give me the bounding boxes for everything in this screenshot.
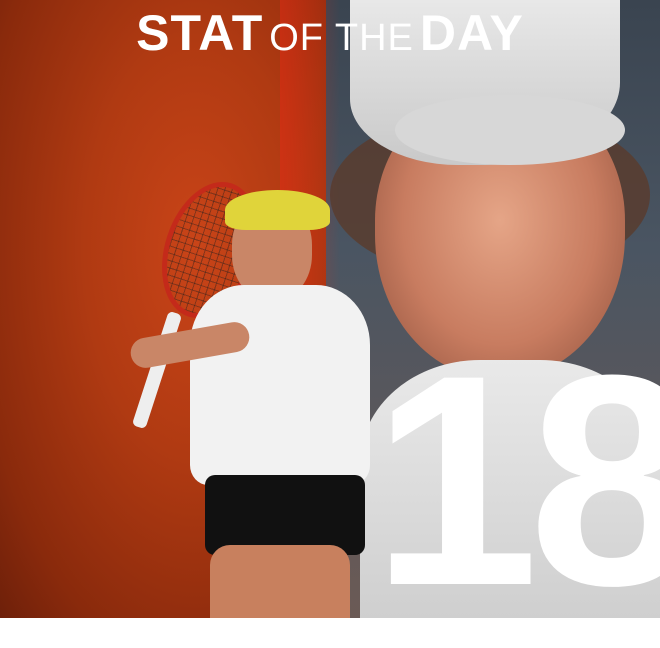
headline: STAT OF THE DAY [0,4,660,62]
stat-number: 18 [372,312,660,648]
player-portrait-cap-brim [395,95,625,165]
player-action-shirt [190,285,370,485]
player-portrait-shirt [360,360,660,618]
headline-of-the: OF THE [269,17,414,59]
headline-stat: STAT [136,5,264,61]
headline-day: DAY [419,5,524,61]
player-action-cap [225,190,330,230]
player-action-legs [210,545,350,618]
player-action-shorts [205,475,365,555]
